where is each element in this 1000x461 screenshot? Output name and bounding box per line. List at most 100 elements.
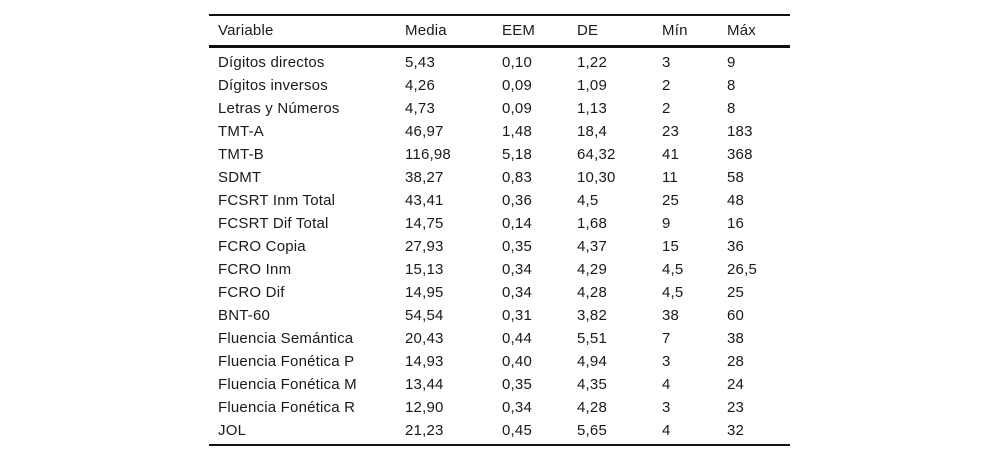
row-label: Fluencia Fonética R [218, 399, 356, 416]
table-cell: 4,28 [577, 399, 607, 416]
table-cell: 1,13 [577, 100, 607, 117]
table-cell: 12,90 [405, 399, 444, 416]
table-cell: 4,5 [577, 192, 599, 209]
table-cell: 11 [662, 169, 678, 186]
row-label: BNT-60 [218, 307, 271, 324]
table-cell: 9 [662, 215, 671, 232]
table-row: Letras y Números 4,73 0,09 1,13 2 8 [209, 97, 790, 120]
table-cell: 0,44 [502, 330, 532, 347]
table-cell: 24 [727, 376, 745, 393]
table-cell: 28 [727, 353, 745, 370]
table-cell: 3 [662, 399, 671, 416]
row-label: TMT-B [218, 146, 264, 163]
header-row: Variable Media EEM DE Mín Máx [209, 15, 790, 47]
table-cell: 9 [727, 54, 736, 71]
table-cell: 46,97 [405, 123, 444, 140]
table-cell: 0,09 [502, 77, 532, 94]
table-cell: 0,10 [502, 54, 532, 71]
table-cell: 54,54 [405, 307, 444, 324]
table-cell: 1,09 [577, 77, 607, 94]
table-cell: 3 [662, 54, 671, 71]
row-label: Fluencia Fonética M [218, 376, 357, 393]
table-cell: 0,14 [502, 215, 532, 232]
table-body: Dígitos directos 5,43 0,10 1,22 3 9 Dígitos in… [209, 47, 790, 446]
table-cell: 26,5 [727, 261, 757, 278]
row-label: FCRO Inm [218, 261, 292, 278]
table-cell: 1,22 [577, 54, 607, 71]
table-cell: 4,35 [577, 376, 607, 393]
table-cell: 5,43 [405, 54, 435, 71]
table-row: Fluencia Semántica 20,43 0,44 5,51 7 38 [209, 327, 790, 350]
table-cell: 0,45 [502, 422, 532, 439]
table-cell: 1,68 [577, 215, 607, 232]
table-cell: 32 [727, 422, 745, 439]
table-cell: 4,37 [577, 238, 607, 255]
table-row: FCSRT Inm Total 43,41 0,36 4,5 25 48 [209, 189, 790, 212]
table-cell: 4,28 [577, 284, 607, 301]
table-cell: 4,94 [577, 353, 607, 370]
table-cell: 10,30 [577, 169, 616, 186]
table-cell: 7 [662, 330, 671, 347]
row-label: FCRO Dif [218, 284, 285, 301]
table-row: Dígitos directos 5,43 0,10 1,22 3 9 [209, 47, 790, 75]
table-cell: 4,26 [405, 77, 435, 94]
table-cell: 21,23 [405, 422, 444, 439]
table-cell: 368 [727, 146, 753, 163]
table-cell: 5,18 [502, 146, 532, 163]
row-label: TMT-A [218, 123, 264, 140]
table-cell: 14,93 [405, 353, 444, 370]
row-label: Fluencia Fonética P [218, 353, 355, 370]
col-header-min: Mín [662, 22, 688, 39]
table-cell: 60 [727, 307, 745, 324]
row-label: FCRO Copia [218, 238, 306, 255]
table-cell: 38 [662, 307, 680, 324]
table-cell: 15 [662, 238, 680, 255]
row-label: Dígitos inversos [218, 77, 328, 94]
row-label: JOL [218, 422, 247, 439]
table-cell: 0,34 [502, 284, 532, 301]
table-cell: 2 [662, 77, 671, 94]
table-cell: 4 [662, 422, 671, 439]
row-label: FCSRT Dif Total [218, 215, 329, 232]
table-row: Fluencia Fonética P 14,93 0,40 4,94 3 28 [209, 350, 790, 373]
table-cell: 5,65 [577, 422, 607, 439]
row-label: FCSRT Inm Total [218, 192, 336, 209]
table-cell: 25 [662, 192, 680, 209]
table-cell: 0,40 [502, 353, 532, 370]
table-row: Fluencia Fonética R 12,90 0,34 4,28 3 23 [209, 396, 790, 419]
table-cell: 116,98 [405, 146, 451, 163]
descriptive-stats-table: Variable Media EEM DE Mín Máx Dígitos di… [209, 14, 790, 446]
table-cell: 5,51 [577, 330, 607, 347]
table-cell: 14,95 [405, 284, 444, 301]
table-cell: 15,13 [405, 261, 444, 278]
table-cell: 4,5 [662, 284, 684, 301]
table-row: SDMT 38,27 0,83 10,30 11 58 [209, 166, 790, 189]
table-row: JOL 21,23 0,45 5,65 4 32 [209, 419, 790, 445]
table-cell: 4,29 [577, 261, 607, 278]
table-cell: 38,27 [405, 169, 444, 186]
table-cell: 183 [727, 123, 753, 140]
table-row: FCRO Copia 27,93 0,35 4,37 15 36 [209, 235, 790, 258]
table-row: BNT-60 54,54 0,31 3,82 38 60 [209, 304, 790, 327]
row-label: Dígitos directos [218, 54, 325, 71]
table-cell: 64,32 [577, 146, 616, 163]
table-cell: 23 [662, 123, 680, 140]
col-header-variable: Variable [218, 22, 274, 39]
table-cell: 0,34 [502, 261, 532, 278]
table-row: Fluencia Fonética M 13,44 0,35 4,35 4 24 [209, 373, 790, 396]
table-row: TMT-B 116,98 5,18 64,32 41 368 [209, 143, 790, 166]
table-row: Dígitos inversos 4,26 0,09 1,09 2 8 [209, 74, 790, 97]
table-cell: 0,31 [502, 307, 532, 324]
table-cell: 0,34 [502, 399, 532, 416]
table-cell: 4,5 [662, 261, 684, 278]
row-label: Letras y Números [218, 100, 340, 117]
table-cell: 8 [727, 77, 736, 94]
col-header-max: Máx [727, 22, 756, 39]
table-cell: 0,83 [502, 169, 532, 186]
table-row: FCRO Dif 14,95 0,34 4,28 4,5 25 [209, 281, 790, 304]
table-cell: 3 [662, 353, 671, 370]
table-cell: 27,93 [405, 238, 444, 255]
col-header-eem: EEM [502, 22, 536, 39]
table-cell: 16 [727, 215, 745, 232]
table-cell: 18,4 [577, 123, 607, 140]
